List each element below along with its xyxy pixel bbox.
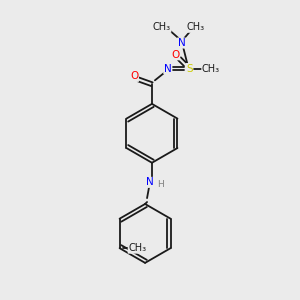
Text: CH₃: CH₃ [186,22,204,32]
Text: O: O [130,71,138,81]
Text: N: N [164,64,172,74]
Text: N: N [178,38,185,48]
Text: H: H [158,180,164,189]
Text: O: O [171,50,180,60]
Text: N: N [146,177,154,188]
Text: CH₃: CH₃ [128,243,146,253]
Text: CH₃: CH₃ [202,64,220,74]
Text: S: S [186,64,193,74]
Text: CH₃: CH₃ [153,22,171,32]
